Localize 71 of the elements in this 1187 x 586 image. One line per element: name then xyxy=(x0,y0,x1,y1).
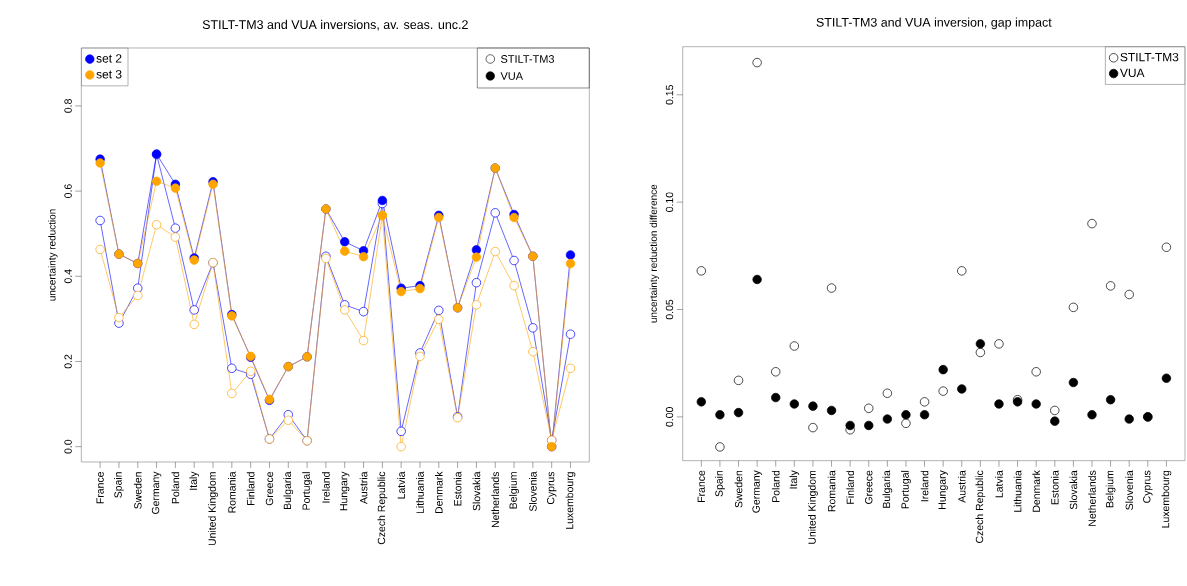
y-tick-label: 0.10 xyxy=(665,192,674,212)
x-tick-label: Spain xyxy=(715,470,725,497)
x-tick-label: Italy xyxy=(189,471,200,490)
x-tick-label: Czech Republic xyxy=(377,471,388,545)
x-tick-label: Denmark xyxy=(1032,470,1041,512)
y-tick-label: 0.00 xyxy=(665,407,674,427)
x-tick-label: Ireland xyxy=(920,470,929,502)
x-tick-label: Sweden xyxy=(133,472,142,509)
x-tick-label: Lithuania xyxy=(1013,470,1022,512)
x-tick-label: Austria xyxy=(957,470,966,503)
x-tick-label: Bulgaria xyxy=(283,471,294,510)
y-tick-label: 0.8 xyxy=(64,99,72,113)
chart-title: STILT-TM3 and VUA inversions, av. seas. unc.2 xyxy=(202,19,468,31)
x-tick-label: Belgium xyxy=(509,472,519,509)
x-tick-label: Luxembourg xyxy=(565,472,576,529)
chart-title: STILT-TM3 and VUA inversion, gap impact xyxy=(816,17,1052,30)
x-tick-label: Greece xyxy=(265,471,274,506)
x-tick-label: Austria xyxy=(359,471,368,505)
x-tick-label: Cyprus xyxy=(1143,470,1153,503)
y-tick-label: 0.4 xyxy=(64,269,72,284)
y-tick-label: 0.05 xyxy=(665,299,674,320)
x-tick-label: Sweden xyxy=(734,470,743,508)
y-tick-label: 0.6 xyxy=(64,184,72,198)
x-tick-label: Luxembourg xyxy=(1161,470,1172,528)
x-tick-label: Greece xyxy=(865,470,873,504)
x-tick-label: Portugal xyxy=(901,470,911,509)
x-tick-label: Denmark xyxy=(434,471,443,514)
x-tick-label: United Kingdom xyxy=(208,472,218,546)
x-tick-label: Germany xyxy=(151,471,162,514)
legend-label: STILT-TM3 xyxy=(1120,52,1179,62)
x-tick-label: Slovakia xyxy=(1069,470,1078,510)
y-tick-label: 0.2 xyxy=(64,354,72,369)
x-tick-label: Cyprus xyxy=(546,471,557,505)
x-tick-label: Slovenia xyxy=(529,471,537,512)
x-tick-label: Slovakia xyxy=(472,471,481,511)
x-tick-label: Ireland xyxy=(322,472,330,503)
x-tick-label: Lithuania xyxy=(416,471,424,514)
x-tick-label: France xyxy=(96,471,104,504)
x-tick-label: France xyxy=(697,470,705,502)
x-tick-label: Czech Republic xyxy=(975,470,986,543)
x-tick-label: United Kingdom xyxy=(808,470,818,544)
x-tick-label: Bulgaria xyxy=(882,470,893,508)
legend-label: set 3 xyxy=(96,70,122,79)
x-tick-label: Finland xyxy=(246,472,255,505)
x-tick-label: Latvia xyxy=(995,470,1003,498)
x-tick-label: Slovenia xyxy=(1125,470,1134,510)
y-axis-title: uncertainty reduction difference xyxy=(649,184,659,323)
y-tick-label: 0.15 xyxy=(665,85,674,105)
y-tick-label: 0.0 xyxy=(64,439,72,454)
x-tick-label: Estonia xyxy=(1050,470,1059,505)
x-tick-label: Belgium xyxy=(1105,470,1116,508)
x-tick-label: Latvia xyxy=(397,471,406,499)
x-tick-label: Spain xyxy=(114,472,124,498)
y-axis-title: uncertainty reduction xyxy=(48,209,58,301)
annotation: STILT-TM3 xyxy=(501,55,555,63)
x-tick-label: Hungary xyxy=(938,470,948,509)
x-tick-label: Portugal xyxy=(302,472,312,510)
x-tick-label: Hungary xyxy=(340,471,350,511)
x-tick-label: Netherlands xyxy=(491,471,500,528)
annotation: VUA xyxy=(500,72,524,80)
x-tick-label: Poland xyxy=(171,472,180,504)
x-tick-label: Estonia xyxy=(453,471,462,506)
x-tick-label: Italy xyxy=(789,470,800,489)
x-tick-label: Romania xyxy=(227,471,236,513)
x-tick-label: Germany xyxy=(752,470,762,513)
legend-label: VUA xyxy=(1119,68,1145,78)
legend-label: set 2 xyxy=(96,54,122,63)
x-tick-label: Poland xyxy=(771,470,780,502)
x-tick-label: Finland xyxy=(846,470,854,504)
x-tick-label: Netherlands xyxy=(1088,470,1096,526)
x-tick-label: Romania xyxy=(827,470,836,512)
